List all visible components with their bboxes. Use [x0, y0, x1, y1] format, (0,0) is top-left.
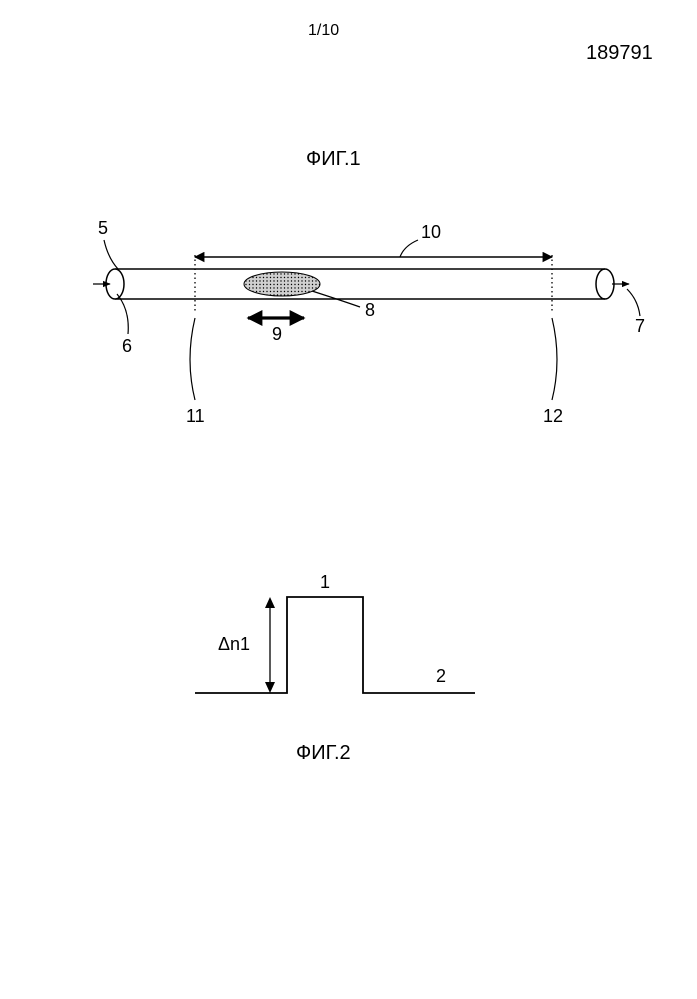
fig2-svg — [0, 0, 697, 999]
label-2: 2 — [436, 666, 446, 687]
label-dn1: Δn1 — [218, 634, 250, 655]
label-1: 1 — [320, 572, 330, 593]
page: 1/10 189791 ФИГ.1 — [0, 0, 697, 999]
fig2-title: ФИГ.2 — [296, 742, 351, 765]
